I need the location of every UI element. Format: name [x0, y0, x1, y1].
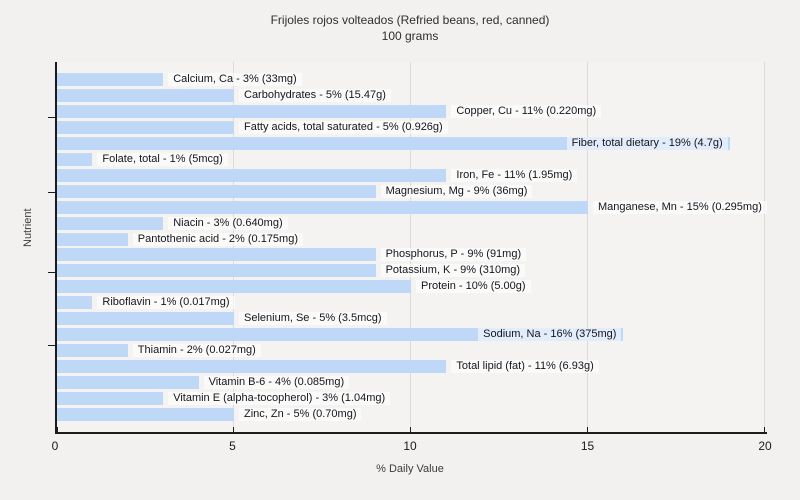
y-tick-3	[48, 345, 55, 346]
bar-row-selenium-se: Selenium, Se - 5% (3.5mcg)	[57, 312, 765, 326]
bar-label-folate-total: Folate, total - 1% (5mcg)	[97, 152, 228, 166]
bar-label-fiber-total-dietary: Fiber, total dietary - 19% (4.7g)	[566, 136, 728, 150]
bar-vitamin-e-alpha-tocopherol	[57, 392, 164, 405]
bar-thiamin	[57, 344, 128, 358]
bar-label-iron-fe: Iron, Fe - 11% (1.95mg)	[451, 168, 578, 182]
gridline-15	[587, 62, 588, 432]
x-tick-15	[587, 427, 588, 432]
bar-label-vitamin-b-6: Vitamin B-6 - 4% (0.085mg)	[203, 376, 350, 390]
bar-total-lipid-fat	[57, 360, 447, 374]
bar-label-potassium-k: Potassium, K - 9% (310mg)	[380, 264, 526, 278]
bar-folate-total	[57, 152, 93, 166]
bar-row-vitamin-e-alpha-tocopherol: Vitamin E (alpha-tocopherol) - 3% (1.04m…	[57, 392, 765, 405]
bar-row-carbohydrates: Carbohydrates - 5% (15.47g)	[57, 88, 765, 102]
bar-row-vitamin-b-6: Vitamin B-6 - 4% (0.085mg)	[57, 376, 765, 390]
bar-row-phosphorus-p: Phosphorus, P - 9% (91mg)	[57, 248, 765, 262]
bar-label-vitamin-e-alpha-tocopherol: Vitamin E (alpha-tocopherol) - 3% (1.04m…	[168, 392, 391, 405]
x-tick-10	[410, 427, 411, 432]
bar-copper-cu	[57, 104, 447, 118]
x-tick-5	[233, 427, 234, 432]
bar-row-sodium-na: Sodium, Na - 16% (375mg)	[57, 328, 765, 342]
bar-row-thiamin: Thiamin - 2% (0.027mg)	[57, 344, 765, 358]
bar-label-phosphorus-p: Phosphorus, P - 9% (91mg)	[380, 248, 527, 262]
bar-label-riboflavin: Riboflavin - 1% (0.017mg)	[97, 296, 235, 310]
bar-row-calcium-ca: Calcium, Ca - 3% (33mg)	[57, 73, 765, 86]
bar-potassium-k	[57, 264, 376, 278]
bar-row-fiber-total-dietary: Fiber, total dietary - 19% (4.7g)	[57, 136, 765, 150]
bar-row-protein: Protein - 10% (5.00g)	[57, 280, 765, 294]
bar-row-riboflavin: Riboflavin - 1% (0.017mg)	[57, 296, 765, 310]
bar-label-total-lipid-fat: Total lipid (fat) - 11% (6.93g)	[451, 360, 599, 374]
x-tick-label-10: 10	[403, 439, 417, 453]
bar-row-zinc-zn: Zinc, Zn - 5% (0.70mg)	[57, 407, 765, 421]
bar-carbohydrates	[57, 88, 234, 102]
gridline-5	[233, 62, 234, 432]
bar-fatty-acids-total-saturated	[57, 120, 234, 134]
bar-zinc-zn	[57, 407, 234, 421]
bar-row-pantothenic-acid: Pantothenic acid - 2% (0.175mg)	[57, 232, 765, 246]
bar-label-zinc-zn: Zinc, Zn - 5% (0.70mg)	[239, 407, 362, 421]
bar-phosphorus-p	[57, 248, 376, 262]
gridline-20	[764, 62, 765, 432]
x-axis-line	[55, 432, 767, 434]
bar-manganese-mn	[57, 200, 588, 214]
bar-label-pantothenic-acid: Pantothenic acid - 2% (0.175mg)	[132, 232, 303, 246]
chart-title: Frijoles rojos volteados (Refried beans,…	[270, 13, 550, 27]
x-tick-label-5: 5	[229, 439, 236, 453]
bar-magnesium-mg	[57, 184, 376, 198]
bar-label-magnesium-mg: Magnesium, Mg - 9% (36mg)	[380, 184, 533, 198]
bar-calcium-ca	[57, 73, 164, 86]
x-tick-label-0: 0	[51, 439, 59, 453]
bar-selenium-se	[57, 312, 234, 326]
y-tick-1	[48, 192, 55, 193]
bar-iron-fe	[57, 168, 447, 182]
bar-label-sodium-na: Sodium, Na - 16% (375mg)	[478, 328, 622, 342]
x-tick-label-20: 20	[758, 439, 772, 453]
bar-label-thiamin: Thiamin - 2% (0.027mg)	[132, 344, 261, 358]
bar-pantothenic-acid	[57, 232, 128, 246]
bar-label-niacin: Niacin - 3% (0.640mg)	[168, 216, 288, 230]
bar-row-total-lipid-fat: Total lipid (fat) - 11% (6.93g)	[57, 360, 765, 374]
bar-row-niacin: Niacin - 3% (0.640mg)	[57, 216, 765, 230]
bar-label-fatty-acids-total-saturated: Fatty acids, total saturated - 5% (0.926…	[239, 120, 448, 134]
x-tick-label-15: 15	[580, 439, 595, 453]
bar-protein	[57, 280, 411, 294]
chart-subtitle: 100 grams	[381, 29, 439, 43]
y-tick-2	[48, 272, 55, 273]
bar-row-potassium-k: Potassium, K - 9% (310mg)	[57, 264, 765, 278]
gridline-10	[410, 62, 411, 432]
bar-label-protein: Protein - 10% (5.00g)	[416, 280, 531, 294]
bar-row-manganese-mn: Manganese, Mn - 15% (0.295mg)	[57, 200, 767, 214]
bar-niacin	[57, 216, 164, 230]
bar-row-magnesium-mg: Magnesium, Mg - 9% (36mg)	[57, 184, 765, 198]
bar-label-carbohydrates: Carbohydrates - 5% (15.47g)	[239, 88, 391, 102]
bar-label-copper-cu: Copper, Cu - 11% (0.220mg)	[451, 104, 602, 118]
chart-header: Frijoles rojos volteados (Refried beans,…	[55, 12, 765, 44]
bar-fiber-total-dietary	[57, 136, 730, 150]
bar-row-folate-total: Folate, total - 1% (5mcg)	[57, 152, 765, 166]
bar-row-copper-cu: Copper, Cu - 11% (0.220mg)	[57, 104, 765, 118]
x-tick-0	[57, 427, 58, 432]
bar-label-selenium-se: Selenium, Se - 5% (3.5mcg)	[239, 312, 387, 326]
x-tick-20	[764, 427, 765, 432]
bar-label-manganese-mn: Manganese, Mn - 15% (0.295mg)	[593, 200, 767, 214]
bar-vitamin-b-6	[57, 376, 199, 390]
plot-area: Calcium, Ca - 3% (33mg) Carbohydrates - 5…	[55, 62, 767, 432]
bar-row-fatty-acids-total-saturated: Fatty acids, total saturated - 5% (0.926…	[57, 120, 765, 134]
bar-row-iron-fe: Iron, Fe - 11% (1.95mg)	[57, 168, 765, 182]
x-axis-title: % Daily Value	[376, 463, 444, 475]
bar-label-calcium-ca: Calcium, Ca - 3% (33mg)	[168, 73, 302, 86]
y-tick-0	[48, 117, 55, 118]
bar-riboflavin	[57, 296, 93, 310]
